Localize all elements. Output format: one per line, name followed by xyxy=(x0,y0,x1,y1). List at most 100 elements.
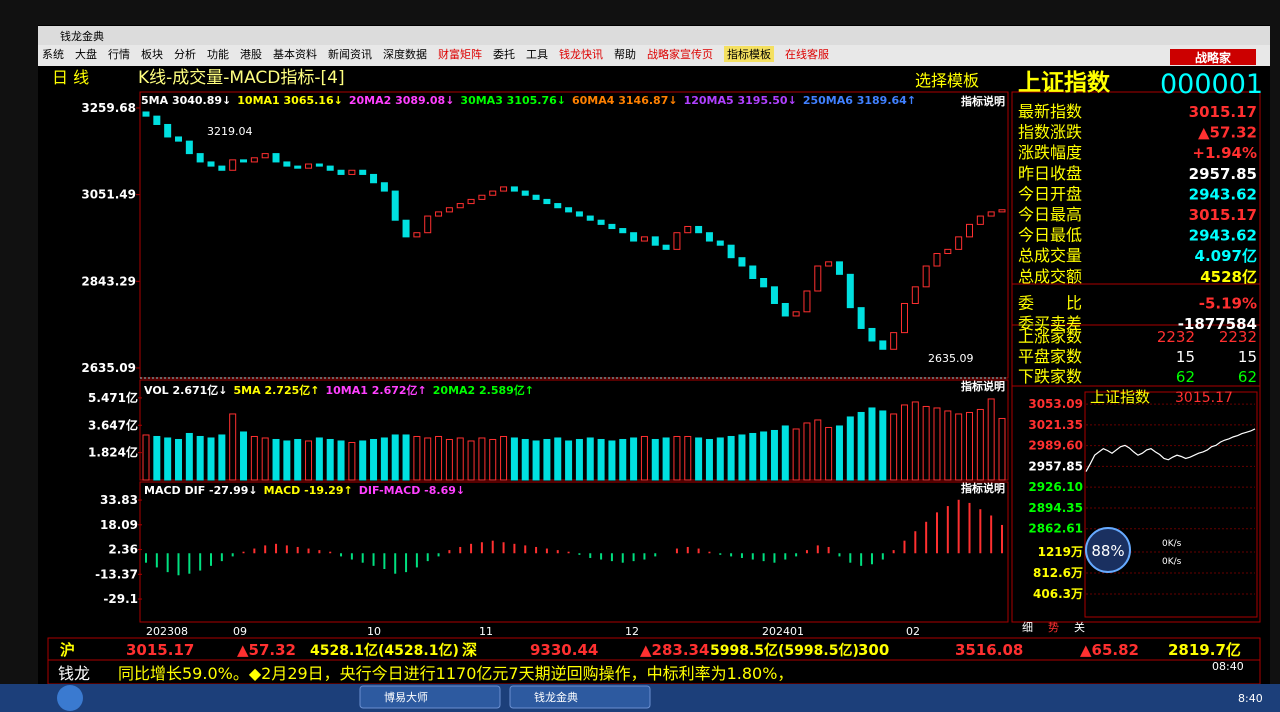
y-tick-label: 2843.29 xyxy=(81,274,136,288)
menu-item[interactable]: 指标模板 xyxy=(724,46,774,62)
template-button[interactable]: 选择模板 xyxy=(915,71,979,90)
menu-item[interactable]: 分析 xyxy=(174,48,196,61)
intraday-line xyxy=(1085,428,1256,472)
menu-item[interactable]: 系统 xyxy=(42,48,64,61)
widget-ring xyxy=(1085,527,1131,573)
task-label[interactable]: 钱龙金典 xyxy=(534,690,578,704)
x-tick-label: 202401 xyxy=(762,625,804,638)
volume-bar xyxy=(240,431,248,481)
quote-label: 委 比 xyxy=(1018,293,1082,312)
candle xyxy=(955,236,963,250)
volume-bar xyxy=(738,434,746,481)
volume-bar xyxy=(380,437,388,481)
note[interactable]: 指标说明 xyxy=(961,94,1005,108)
breadth-value: 2232 xyxy=(1157,328,1195,346)
candle xyxy=(857,307,865,329)
volume-bar xyxy=(196,435,204,481)
candle xyxy=(153,115,161,125)
volume-bar xyxy=(965,411,973,481)
y-tick-label: 3021.35 xyxy=(1028,418,1083,432)
menu-item[interactable]: 基本资料 xyxy=(273,48,317,61)
menu-item[interactable]: 深度数据 xyxy=(383,48,427,61)
candle xyxy=(630,232,638,242)
breadth-value: 2232 xyxy=(1219,328,1257,346)
quote-value: 4528亿 xyxy=(1200,268,1257,286)
menu-item[interactable]: 委托 xyxy=(493,48,515,61)
task-label[interactable]: 博易大师 xyxy=(384,690,428,704)
volume-bar xyxy=(142,434,150,481)
legend-entry: 10MA1 2.672亿↑ xyxy=(325,384,427,397)
x-tick-label: 02 xyxy=(906,625,920,638)
quote-value: 2943.62 xyxy=(1189,227,1257,245)
y-tick-label: -29.1 xyxy=(103,592,138,606)
volume-bar xyxy=(933,407,941,481)
volume-bar xyxy=(510,437,518,481)
menu-item[interactable]: 新闻资讯 xyxy=(328,48,372,61)
legend-entry: 5MA 3040.89↓ xyxy=(141,94,232,107)
news-source: 钱龙 xyxy=(58,664,90,683)
candle xyxy=(272,153,280,163)
menu-item[interactable]: 板块 xyxy=(141,48,163,61)
volume-bar xyxy=(315,437,323,481)
volume-bar xyxy=(781,425,789,481)
quote-label: 今日最低 xyxy=(1018,226,1082,245)
volume-bar xyxy=(835,425,843,481)
volume-bar xyxy=(890,413,898,481)
menu-item[interactable]: 行情 xyxy=(108,48,130,61)
candle xyxy=(370,173,378,184)
volume-bar xyxy=(456,437,464,481)
menu-item[interactable]: 在线客服 xyxy=(785,48,829,61)
candle xyxy=(900,302,908,334)
menu-item[interactable]: 功能 xyxy=(207,48,229,61)
tab[interactable]: 势 xyxy=(1048,621,1059,634)
ticker-item: 2819.7亿 xyxy=(1168,641,1241,659)
quote-value: 4.097亿 xyxy=(1195,247,1257,265)
candle xyxy=(283,161,291,167)
candle xyxy=(261,153,269,159)
volume-legend: VOL 2.671亿↓ 5MA 2.725亿↑ 10MA1 2.672亿↑ 20MA2… xyxy=(144,382,534,398)
candle xyxy=(229,159,237,171)
candle xyxy=(218,165,226,171)
y-tick-label: 2635.09 xyxy=(81,361,136,375)
menu-item[interactable]: 帮助 xyxy=(614,48,636,61)
tab[interactable]: 细 xyxy=(1022,621,1033,634)
x-tick-label: 09 xyxy=(233,625,247,638)
y-tick-label: 2989.60 xyxy=(1028,439,1083,453)
menu-item[interactable]: 钱龙快讯 xyxy=(559,48,603,61)
breadth-value: 62 xyxy=(1238,368,1257,386)
task-button[interactable] xyxy=(509,685,651,709)
volume-bar xyxy=(294,438,302,481)
candle xyxy=(662,244,670,250)
quote-value: 2943.62 xyxy=(1189,185,1257,203)
x-tick-label: 12 xyxy=(625,625,639,638)
note[interactable]: 指标说明 xyxy=(961,481,1005,495)
quote-label: 昨日收盘 xyxy=(1018,164,1082,183)
menu-item[interactable]: 港股 xyxy=(240,48,262,61)
legend-entry: 60MA4 3146.87↓ xyxy=(572,94,678,107)
candle xyxy=(933,253,941,267)
volume-bar xyxy=(814,419,822,481)
task-button[interactable] xyxy=(359,685,501,709)
start-button[interactable] xyxy=(57,685,83,711)
y-tick-label: -13.37 xyxy=(95,567,138,581)
volume-bar xyxy=(467,440,475,481)
note[interactable]: 指标说明 xyxy=(961,379,1005,393)
volume-bar xyxy=(673,435,681,481)
y-tick-label: 5.471亿 xyxy=(88,390,138,405)
news-bar xyxy=(47,659,1261,685)
menu-item[interactable]: 财富矩阵 xyxy=(438,48,482,61)
candle xyxy=(868,327,876,342)
volume-bar xyxy=(500,435,508,481)
menu-item[interactable]: 工具 xyxy=(526,48,548,61)
candle xyxy=(608,223,616,230)
y-tick-label: 3259.68 xyxy=(81,101,136,115)
kline-legend: 5MA 3040.89↓ 10MA1 3065.16↓ 20MA2 3089.08↓… xyxy=(141,94,916,107)
ticker-item: 深 xyxy=(462,641,477,659)
menu-item[interactable]: 战略家宣传页 xyxy=(647,48,713,61)
volume-bar xyxy=(619,438,627,481)
volume-bar xyxy=(478,437,486,481)
tab[interactable]: 关 xyxy=(1074,620,1085,634)
menu-item[interactable]: 大盘 xyxy=(75,48,97,61)
candle xyxy=(911,286,919,304)
intraday-title: 上证指数 xyxy=(1090,388,1150,406)
